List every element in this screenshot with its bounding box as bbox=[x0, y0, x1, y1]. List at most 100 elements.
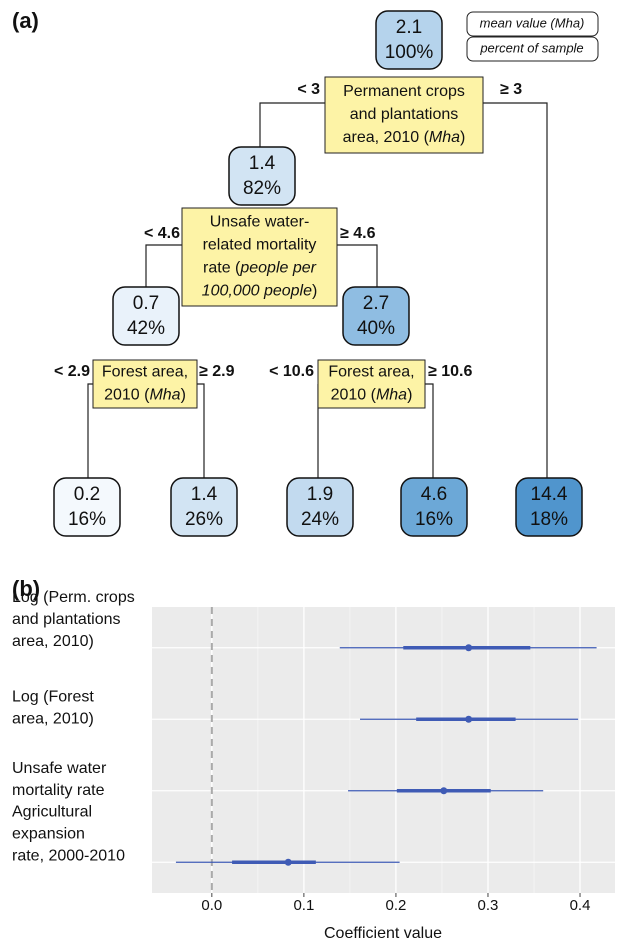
split-text: 2010 (Mha) bbox=[104, 387, 186, 404]
legend-text: percent of sample bbox=[479, 40, 583, 55]
split-text: and plantations bbox=[350, 106, 459, 123]
split-text: Forest area, bbox=[328, 364, 414, 381]
connector bbox=[145, 244, 182, 288]
y-tick-label: Agricultural bbox=[12, 803, 92, 820]
legend-text: mean value (Mha) bbox=[480, 15, 585, 30]
split-text-part: Forest area, bbox=[102, 364, 188, 381]
split-text-part: 2010 ( bbox=[331, 387, 377, 404]
tree-node bbox=[53, 477, 121, 537]
x-tick-label: 0.1 bbox=[293, 897, 314, 914]
split-text: Forest area, bbox=[102, 364, 188, 381]
y-tick-label: and plantations bbox=[12, 611, 121, 628]
tree-node bbox=[400, 477, 468, 537]
x-axis-label: Coefficient value bbox=[324, 925, 442, 942]
connector bbox=[483, 102, 548, 478]
legend-box bbox=[466, 11, 599, 37]
tree-node bbox=[112, 286, 180, 346]
split-text-part: area, 2010 ( bbox=[343, 129, 430, 146]
split-text-part: Mha bbox=[149, 387, 180, 404]
node-value: 14.4 bbox=[531, 484, 568, 505]
split-text: related mortality bbox=[203, 237, 317, 254]
tree-node bbox=[375, 10, 443, 70]
tree-node bbox=[342, 286, 410, 346]
split-text-part: Mha bbox=[376, 387, 407, 404]
tree-node bbox=[515, 477, 583, 537]
tree-node bbox=[228, 146, 296, 206]
threshold-label: < 10.6 bbox=[269, 363, 314, 380]
split-box bbox=[317, 359, 426, 409]
connector bbox=[259, 102, 325, 148]
node-value: 2.1 bbox=[396, 17, 422, 38]
node-value: 1.9 bbox=[307, 484, 333, 505]
threshold-label: < 3 bbox=[297, 81, 320, 98]
y-tick-label: mortality rate bbox=[12, 782, 105, 799]
point-estimate bbox=[465, 715, 473, 723]
threshold-label: ≥ 2.9 bbox=[199, 363, 235, 380]
tree-node bbox=[286, 477, 354, 537]
y-tick-label: Log (Perm. crops bbox=[12, 589, 135, 606]
node-percent: 42% bbox=[127, 318, 165, 339]
split-text-part: ) bbox=[312, 283, 317, 300]
node-value: 0.2 bbox=[74, 484, 100, 505]
y-tick-label: Unsafe water bbox=[12, 760, 107, 777]
plot-background bbox=[152, 607, 615, 893]
split-text-part: people per bbox=[239, 260, 316, 277]
split-text-part: Unsafe water- bbox=[210, 214, 310, 231]
panel-label: (a) bbox=[12, 8, 39, 33]
point-estimate bbox=[465, 644, 473, 652]
split-text-part: ) bbox=[407, 387, 412, 404]
node-value: 1.4 bbox=[249, 153, 276, 174]
y-tick-label: rate, 2000-2010 bbox=[12, 847, 125, 864]
split-text: Permanent crops bbox=[343, 83, 465, 100]
node-percent: 18% bbox=[530, 509, 568, 530]
split-text-part: rate ( bbox=[203, 260, 241, 277]
connector bbox=[87, 383, 93, 478]
node-value: 1.4 bbox=[191, 484, 218, 505]
node-percent: 24% bbox=[301, 509, 339, 530]
connectors bbox=[87, 102, 548, 478]
split-text-part: and plantations bbox=[350, 106, 459, 123]
node-value: 4.6 bbox=[421, 484, 447, 505]
node-percent: 16% bbox=[68, 509, 106, 530]
node-value: 2.7 bbox=[363, 293, 389, 314]
node-percent: 82% bbox=[243, 178, 281, 199]
node-percent: 40% bbox=[357, 318, 395, 339]
y-tick-label: area, 2010) bbox=[12, 633, 94, 650]
y-tick-label: Log (Forest bbox=[12, 688, 94, 705]
x-tick-label: 0.0 bbox=[201, 897, 222, 914]
tree-node bbox=[170, 477, 238, 537]
split-text: 2010 (Mha) bbox=[331, 387, 413, 404]
split-text-part: Permanent crops bbox=[343, 83, 465, 100]
y-tick-label: area, 2010) bbox=[12, 710, 94, 727]
x-tick-label: 0.4 bbox=[570, 897, 591, 914]
split-text: 100,000 people) bbox=[202, 283, 318, 300]
split-text-part: ) bbox=[460, 129, 465, 146]
connector bbox=[337, 244, 378, 288]
split-text-part: related mortality bbox=[203, 237, 317, 254]
split-text-part: 2010 ( bbox=[104, 387, 150, 404]
connector bbox=[197, 383, 205, 478]
connector bbox=[425, 383, 434, 478]
split-text: rate (people per bbox=[203, 260, 317, 277]
node-percent: 26% bbox=[185, 509, 223, 530]
x-tick-label: 0.3 bbox=[478, 897, 499, 914]
split-text-part: Forest area, bbox=[328, 364, 414, 381]
split-text-part: 100,000 people bbox=[202, 283, 312, 300]
point-estimate bbox=[440, 787, 448, 795]
split-text: area, 2010 (Mha) bbox=[343, 129, 466, 146]
x-tick-label: 0.2 bbox=[385, 897, 406, 914]
threshold-label: < 2.9 bbox=[54, 363, 90, 380]
node-percent: 16% bbox=[415, 509, 453, 530]
split-box bbox=[324, 76, 484, 154]
y-tick-label: expansion bbox=[12, 825, 85, 842]
legend-box bbox=[466, 36, 599, 62]
split-text-part: Mha bbox=[429, 129, 460, 146]
node-value: 0.7 bbox=[133, 293, 159, 314]
threshold-label: ≥ 3 bbox=[500, 81, 522, 98]
panel-label: (b) bbox=[12, 576, 40, 601]
threshold-label: ≥ 10.6 bbox=[428, 363, 472, 380]
split-box bbox=[92, 359, 198, 409]
split-text-part: ) bbox=[181, 387, 186, 404]
point-estimate bbox=[284, 858, 292, 866]
